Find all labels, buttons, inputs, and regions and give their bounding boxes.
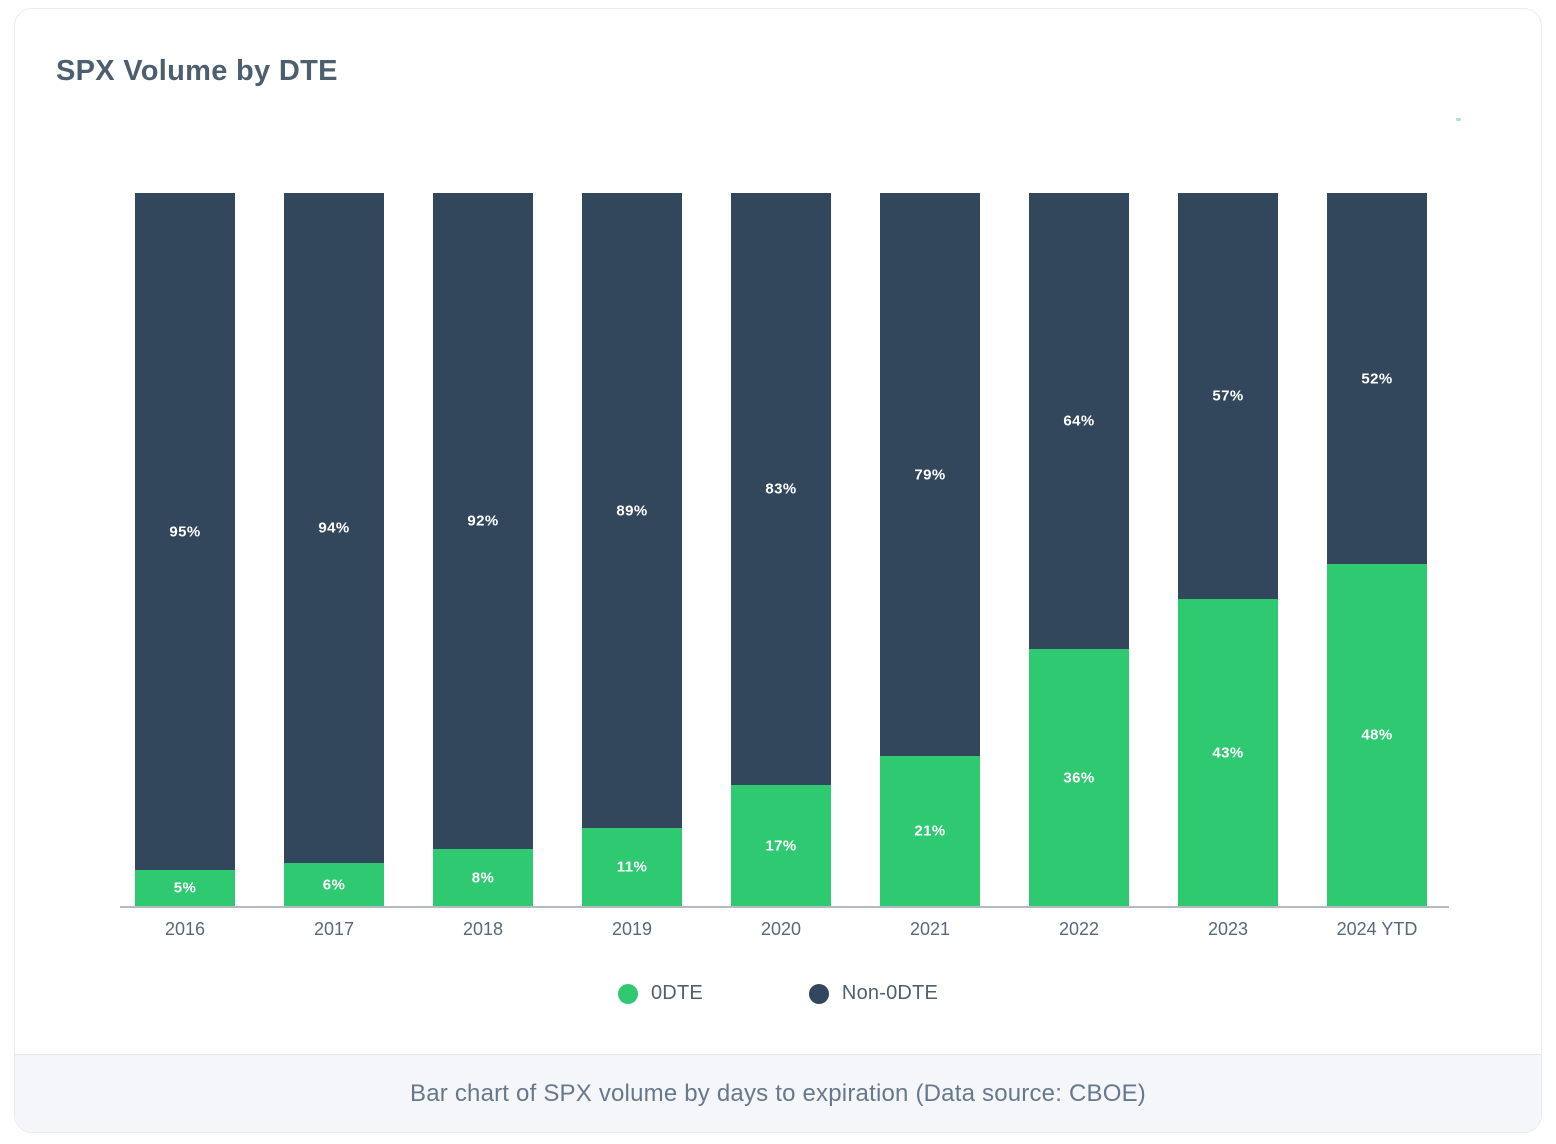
legend-item-non-0dte[interactable]: Non-0DTE <box>808 982 938 1005</box>
segment-0dte[interactable] <box>582 828 682 906</box>
chart-card: SPX Volume by DTE 95% 5% 94% 6% 92% 8% 89% 11% 8… <box>14 8 1542 1133</box>
x-axis-label: 2023 <box>1207 919 1249 939</box>
x-axis-label: 2017 <box>313 919 355 939</box>
footer-bar: Bar chart of SPX volume by days to expir… <box>15 1054 1541 1132</box>
segment-0dte[interactable] <box>1178 599 1278 906</box>
x-axis-label: 2019 <box>611 919 653 939</box>
segment-0dte[interactable] <box>284 863 384 906</box>
bars: 95% 5% 94% 6% 92% 8% 89% 11% 83% 17% 79% 21% 64% 36% 5… <box>135 193 1427 906</box>
segment-non-0dte[interactable] <box>880 193 980 756</box>
x-axis-labels: 2016 2017 2018 2019 2020 2021 2022 2023 2024 YTD <box>135 916 1427 942</box>
x-axis-line <box>120 906 1449 908</box>
bar-2021[interactable]: 79% 21% <box>880 193 980 906</box>
x-axis-label: 2022 <box>1058 919 1100 939</box>
chart-caption: Bar chart of SPX volume by days to expir… <box>410 1079 1146 1107</box>
legend: 0DTE Non-0DTE <box>15 982 1541 1005</box>
x-axis-label: 2024 YTD <box>1336 919 1418 939</box>
legend-label: 0DTE <box>650 982 703 1004</box>
x-axis-label: 2020 <box>760 919 802 939</box>
bar-2018[interactable]: 92% 8% <box>433 193 533 906</box>
segment-0dte[interactable] <box>135 870 235 906</box>
x-axis-label: 2016 <box>164 919 206 939</box>
bar-2023[interactable]: 57% 43% <box>1178 193 1278 906</box>
segment-0dte[interactable] <box>1327 564 1427 906</box>
bar-2019[interactable]: 89% 11% <box>582 193 682 906</box>
legend-swatch-icon <box>617 983 638 1004</box>
bar-2020[interactable]: 83% 17% <box>731 193 831 906</box>
segment-non-0dte[interactable] <box>731 193 831 785</box>
bar-2022[interactable]: 64% 36% <box>1029 193 1129 906</box>
segment-0dte[interactable] <box>731 785 831 906</box>
segment-non-0dte[interactable] <box>1178 193 1278 599</box>
segment-non-0dte[interactable] <box>135 193 235 870</box>
x-axis-label: 2021 <box>909 919 951 939</box>
legend-swatch-icon <box>808 983 829 1004</box>
bar-2024-ytd[interactable]: 52% 48% <box>1327 193 1427 906</box>
segment-0dte[interactable] <box>1029 649 1129 906</box>
segment-non-0dte[interactable] <box>582 193 682 828</box>
segment-non-0dte[interactable] <box>1029 193 1129 649</box>
x-axis-label: 2018 <box>462 919 504 939</box>
legend-label: Non-0DTE <box>841 982 938 1004</box>
segment-non-0dte[interactable] <box>284 193 384 863</box>
segment-non-0dte[interactable] <box>1327 193 1427 564</box>
stray-mark <box>1456 118 1461 121</box>
bar-2017[interactable]: 94% 6% <box>284 193 384 906</box>
bar-2016[interactable]: 95% 5% <box>135 193 235 906</box>
segment-non-0dte[interactable] <box>433 193 533 849</box>
chart-title: SPX Volume by DTE <box>56 55 338 87</box>
segment-0dte[interactable] <box>433 849 533 906</box>
segment-0dte[interactable] <box>880 756 980 906</box>
legend-item-0dte[interactable]: 0DTE <box>617 982 703 1005</box>
